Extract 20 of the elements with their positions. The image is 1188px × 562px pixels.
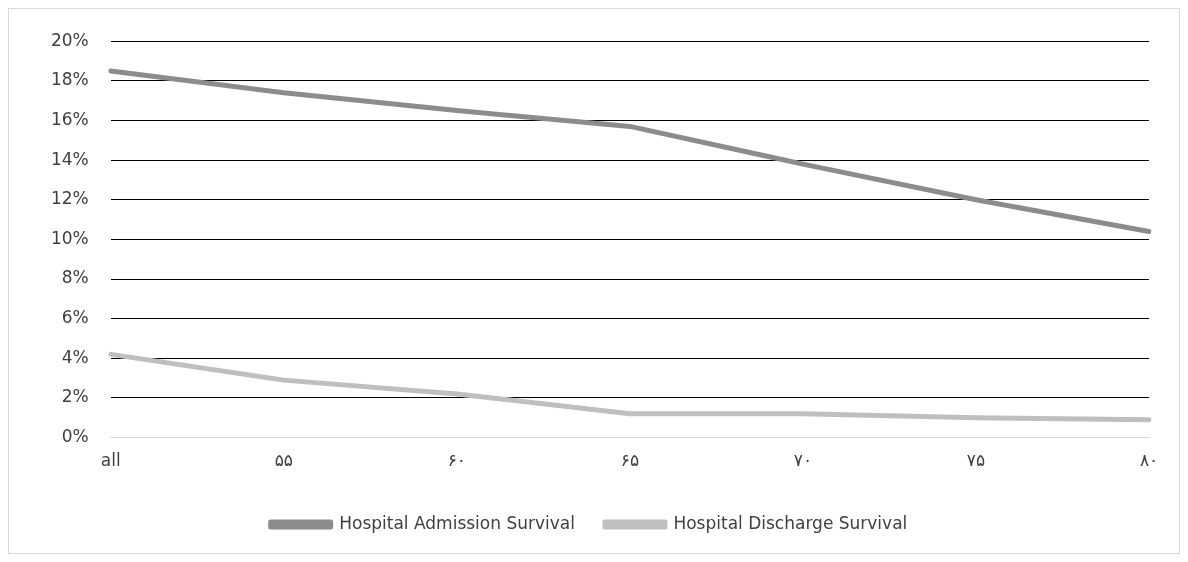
x-tick-label: ۷۵ [966,450,986,471]
y-tick-label: 10% [50,227,89,248]
y-tick-label: 8% [61,267,89,288]
x-tick-label: ۸۰ [1139,450,1159,471]
y-tick-label: 18% [50,69,89,90]
y-tick-label: 16% [50,108,89,129]
legend-label: Hospital Admission Survival [339,512,575,533]
y-tick-label: 6% [61,307,89,328]
y-tick-label: 20% [50,29,89,50]
legend-label: Hospital Discharge Survival [673,512,908,533]
y-tick-label: 0% [61,426,89,447]
x-tick-label: ۶۵ [620,450,640,471]
x-tick-label: ۵۵ [274,450,293,471]
x-tick-label: ۶۰ [447,450,466,471]
y-tick-label: 14% [50,148,89,169]
y-tick-label: 12% [50,188,89,209]
y-tick-label: 4% [61,346,89,367]
x-tick-label: all [100,450,121,471]
x-tick-label: ۷۰ [793,450,813,471]
y-tick-label: 2% [61,386,89,407]
